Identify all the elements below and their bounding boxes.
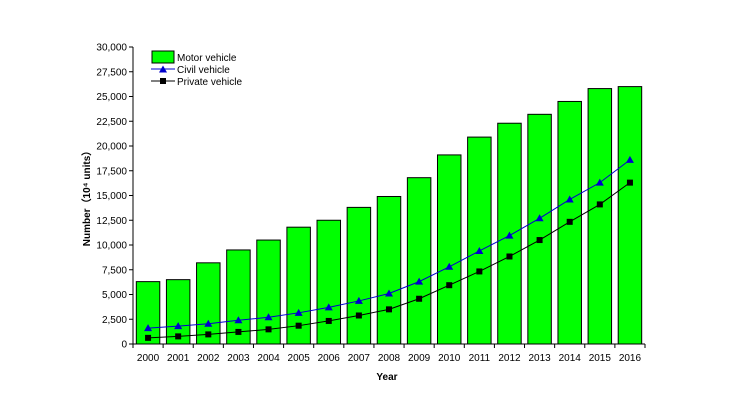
point-civil-vehicle-2002 <box>204 319 213 327</box>
bar-series-motor-vehicle <box>135 86 643 345</box>
axes: 0 2,500 5,000 7,500 10,000 12,500 15,000 17,500… <box>96 43 646 364</box>
y-tick-label: 10,000 <box>96 241 127 252</box>
x-tick-label: 2012 <box>498 353 521 364</box>
bar-2000 <box>135 281 161 345</box>
x-tick-label: 2001 <box>167 353 190 364</box>
y-tick-label: 27,500 <box>96 67 127 78</box>
point-private-vehicle-2006 <box>325 317 332 324</box>
legend-label-motor-vehicle: Motor vehicle <box>177 53 237 64</box>
point-private-vehicle-2007 <box>355 312 362 319</box>
x-tick-label: 2007 <box>348 353 371 364</box>
bar-2013 <box>527 113 552 345</box>
point-civil-vehicle-2003 <box>234 316 243 324</box>
y-tick-label: 12,500 <box>96 216 127 227</box>
point-private-vehicle-2003 <box>235 328 242 335</box>
x-tick-label: 2009 <box>408 353 431 364</box>
point-private-vehicle-2001 <box>175 333 182 340</box>
bar-2007 <box>346 206 372 345</box>
point-private-vehicle-2015 <box>596 201 603 208</box>
bar-2015 <box>587 88 613 345</box>
legend-marker-civil-vehicle <box>159 65 167 73</box>
point-private-vehicle-2005 <box>295 322 302 329</box>
point-private-vehicle-2012 <box>506 253 513 260</box>
y-tick-label: 2,500 <box>102 315 127 326</box>
point-civil-vehicle-2011 <box>475 246 484 254</box>
line-series <box>144 155 634 341</box>
point-private-vehicle-2010 <box>446 282 453 289</box>
y-tick-label: 7,500 <box>102 265 127 276</box>
point-civil-vehicle-2015 <box>595 178 604 186</box>
legend-swatch-motor-vehicle <box>151 50 175 64</box>
point-civil-vehicle-2016 <box>625 155 634 163</box>
x-tick-label: 2005 <box>288 353 311 364</box>
point-civil-vehicle-2004 <box>264 313 273 321</box>
x-tick-label: 2002 <box>197 353 220 364</box>
point-private-vehicle-2009 <box>416 295 423 302</box>
point-civil-vehicle-2009 <box>415 277 424 285</box>
point-private-vehicle-2000 <box>145 334 152 341</box>
legend-label-civil-vehicle: Civil vehicle <box>177 65 230 76</box>
y-tick-label: 30,000 <box>96 43 127 54</box>
x-tick-label: 2010 <box>438 353 461 364</box>
bar-2008 <box>376 195 402 345</box>
point-private-vehicle-2013 <box>536 237 543 244</box>
x-tick-label: 2015 <box>589 353 612 364</box>
x-tick-label: 2003 <box>227 353 250 364</box>
y-axis-title: Number（10⁴ units） <box>80 146 93 247</box>
legend: Motor vehicle Civil vehicle Private vehi… <box>151 50 242 88</box>
point-civil-vehicle-2006 <box>324 303 333 311</box>
y-tick-label: 25,000 <box>96 92 127 103</box>
bar-2016 <box>617 86 643 345</box>
point-private-vehicle-2014 <box>566 218 573 225</box>
y-tick-label: 20,000 <box>96 142 127 153</box>
x-tick-label: 2008 <box>378 353 401 364</box>
point-private-vehicle-2011 <box>476 268 483 275</box>
bar-2009 <box>406 177 432 345</box>
x-tick-label: 2006 <box>318 353 341 364</box>
point-civil-vehicle-2000 <box>144 324 153 332</box>
point-private-vehicle-2004 <box>265 326 272 333</box>
point-civil-vehicle-2010 <box>445 262 454 270</box>
x-tick-label: 2000 <box>137 353 160 364</box>
y-tick-label: 17,500 <box>96 166 127 177</box>
y-tick-label: 5,000 <box>102 290 127 301</box>
y-tick-label: 15,000 <box>96 191 127 202</box>
x-tick-label: 2004 <box>257 353 280 364</box>
y-tick-label: 0 <box>121 340 127 351</box>
point-civil-vehicle-2013 <box>535 214 544 222</box>
bar-2006 <box>316 219 342 345</box>
point-civil-vehicle-2001 <box>174 322 183 330</box>
point-private-vehicle-2016 <box>626 179 633 186</box>
legend-marker-private-vehicle <box>160 78 166 84</box>
x-tick-label: 2014 <box>559 353 582 364</box>
bar-2011 <box>467 136 492 345</box>
point-civil-vehicle-2005 <box>294 308 303 316</box>
x-tick-label: 2011 <box>469 353 491 364</box>
point-private-vehicle-2002 <box>205 331 212 338</box>
point-civil-vehicle-2007 <box>354 296 363 304</box>
y-tick-label: 22,500 <box>96 117 127 128</box>
point-civil-vehicle-2008 <box>385 289 393 297</box>
point-civil-vehicle-2012 <box>505 231 514 239</box>
point-civil-vehicle-2014 <box>565 195 574 203</box>
x-axis-title: Year <box>376 372 397 383</box>
legend-label-private-vehicle: Private vehicle <box>177 77 242 88</box>
point-private-vehicle-2008 <box>386 306 392 313</box>
x-tick-label: 2016 <box>619 353 642 364</box>
x-tick-label: 2013 <box>528 353 551 364</box>
bar-2010 <box>436 154 462 345</box>
